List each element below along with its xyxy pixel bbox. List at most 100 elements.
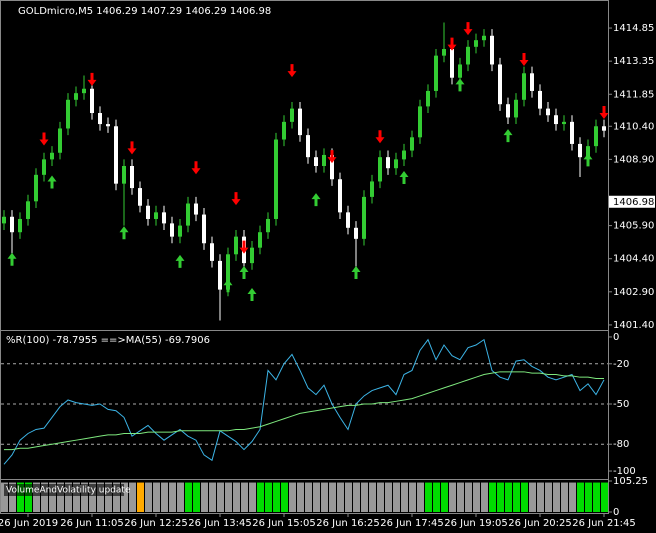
candle-body — [498, 64, 502, 105]
candle-body — [354, 227, 358, 239]
indicator-title: VolumeAndVolatility update — [6, 486, 131, 496]
volume-bar — [257, 482, 264, 512]
candle-body — [226, 254, 230, 290]
candle-body — [58, 128, 62, 153]
candle-body — [322, 154, 326, 166]
candle-body — [138, 188, 142, 206]
volume-bar — [217, 482, 224, 512]
x-tick-label: 26 Jun 20:25 — [508, 518, 572, 529]
candle-body — [450, 49, 454, 78]
volume-bar — [353, 482, 360, 512]
candle-body — [106, 124, 110, 127]
volume-bar — [113, 482, 120, 512]
volume-bar — [433, 482, 440, 512]
sell-arrow — [519, 53, 529, 67]
candle-body — [82, 88, 86, 94]
volume-bar — [393, 482, 400, 512]
volume-bar — [457, 482, 464, 512]
candle-body — [2, 216, 6, 224]
volume-bar — [465, 482, 472, 512]
sell-arrow — [375, 130, 385, 144]
volume-bar — [481, 482, 488, 512]
candle-body — [162, 212, 166, 224]
candle-body — [170, 223, 174, 237]
x-tick-label: 26 Jun 21:45 — [572, 518, 636, 529]
volume-bar — [449, 482, 456, 512]
buy-arrow — [7, 252, 17, 266]
candle-body — [362, 196, 366, 239]
candle-body — [506, 104, 510, 118]
candle-body — [146, 205, 150, 219]
candle-body — [202, 214, 206, 244]
candle-body — [482, 35, 486, 41]
volume-bar — [601, 482, 608, 512]
candle-body — [458, 64, 462, 78]
volume-bar — [89, 482, 96, 512]
y-tick-label: 1413.35 — [613, 56, 654, 67]
buy-arrow — [311, 193, 321, 207]
volume-bar — [273, 482, 280, 512]
candle-body — [370, 181, 374, 197]
candle-body — [90, 88, 94, 114]
volume-bar — [201, 482, 208, 512]
x-tick-label: 26 Jun 16:25 — [316, 518, 380, 529]
volume-bar — [593, 482, 600, 512]
candle-body — [258, 232, 262, 248]
volume-bar — [41, 482, 48, 512]
volume-bar — [225, 482, 232, 512]
volume-bar — [17, 482, 24, 512]
volume-bar — [233, 482, 240, 512]
volume-bar — [345, 482, 352, 512]
volume-bar — [537, 482, 544, 512]
candle-body — [554, 115, 558, 125]
candle-body — [74, 93, 78, 100]
candle-body — [130, 166, 134, 189]
volume-bar — [489, 482, 496, 512]
candle-body — [210, 243, 214, 261]
volume-bar — [9, 482, 16, 512]
volume-bar — [505, 482, 512, 512]
volume-bar — [265, 482, 272, 512]
candle-body — [434, 55, 438, 91]
candle-body — [378, 157, 382, 182]
candle-body — [298, 108, 302, 136]
candle-body — [66, 99, 70, 129]
candle-body — [418, 106, 422, 138]
y-tick-label: 1404.40 — [613, 254, 654, 265]
volume-bar — [25, 482, 32, 512]
volume-bar — [281, 482, 288, 512]
candle-body — [538, 90, 542, 109]
buy-arrow — [247, 288, 257, 302]
sell-arrow — [39, 132, 49, 146]
buy-arrow — [399, 171, 409, 185]
candle-body — [282, 121, 286, 140]
candle-body — [34, 174, 38, 202]
volume-bar — [305, 482, 312, 512]
candle-body — [570, 121, 574, 144]
y-tick-label: -100 — [613, 466, 636, 477]
volume-bar — [73, 482, 80, 512]
candle-body — [386, 157, 390, 169]
buy-arrow — [223, 279, 233, 293]
y-tick-label: 1410.40 — [613, 121, 654, 132]
volume-bar — [289, 482, 296, 512]
volume-bar — [57, 482, 64, 512]
indicator-line — [4, 371, 604, 451]
candle-body — [546, 108, 550, 116]
volume-bar — [249, 482, 256, 512]
volume-bar — [297, 482, 304, 512]
buy-arrow — [119, 226, 129, 240]
candle-body — [114, 126, 118, 184]
volume-bar — [329, 482, 336, 512]
x-tick-label: 26 Jun 15:05 — [252, 518, 316, 529]
candle-body — [50, 152, 54, 160]
sell-arrow — [287, 64, 297, 78]
candle-body — [330, 154, 334, 180]
candle-body — [194, 203, 198, 215]
volume-bar — [513, 482, 520, 512]
candle-body — [10, 216, 14, 233]
sell-arrow — [599, 106, 609, 120]
y-tick-label: 0 — [613, 332, 619, 343]
volume-bar — [577, 482, 584, 512]
candle-body — [290, 108, 294, 122]
